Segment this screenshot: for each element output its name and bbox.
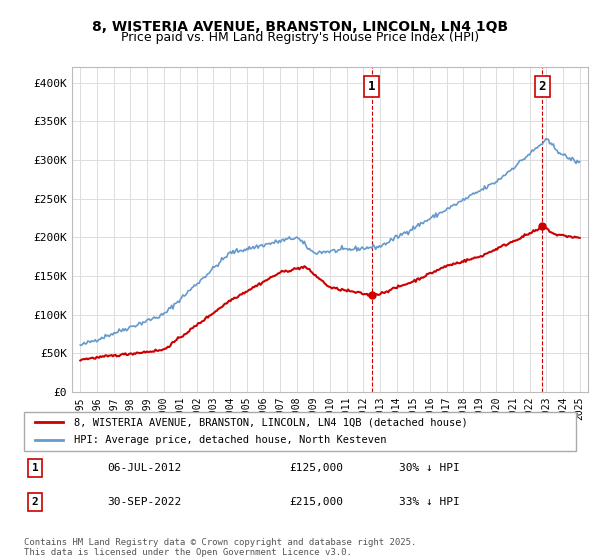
Text: 33% ↓ HPI: 33% ↓ HPI xyxy=(400,497,460,507)
Text: £215,000: £215,000 xyxy=(289,497,343,507)
Text: £125,000: £125,000 xyxy=(289,463,343,473)
Text: 30-SEP-2022: 30-SEP-2022 xyxy=(107,497,181,507)
FancyBboxPatch shape xyxy=(24,412,576,451)
Text: Contains HM Land Registry data © Crown copyright and database right 2025.
This d: Contains HM Land Registry data © Crown c… xyxy=(24,538,416,557)
Text: 8, WISTERIA AVENUE, BRANSTON, LINCOLN, LN4 1QB (detached house): 8, WISTERIA AVENUE, BRANSTON, LINCOLN, L… xyxy=(74,418,467,428)
Text: Price paid vs. HM Land Registry's House Price Index (HPI): Price paid vs. HM Land Registry's House … xyxy=(121,31,479,44)
Text: 8, WISTERIA AVENUE, BRANSTON, LINCOLN, LN4 1QB: 8, WISTERIA AVENUE, BRANSTON, LINCOLN, L… xyxy=(92,20,508,34)
Text: 1: 1 xyxy=(368,80,376,93)
Text: 06-JUL-2012: 06-JUL-2012 xyxy=(107,463,181,473)
Text: 1: 1 xyxy=(32,463,38,473)
Text: 2: 2 xyxy=(538,80,546,93)
Text: 2: 2 xyxy=(32,497,38,507)
Text: 30% ↓ HPI: 30% ↓ HPI xyxy=(400,463,460,473)
Text: HPI: Average price, detached house, North Kesteven: HPI: Average price, detached house, Nort… xyxy=(74,435,386,445)
